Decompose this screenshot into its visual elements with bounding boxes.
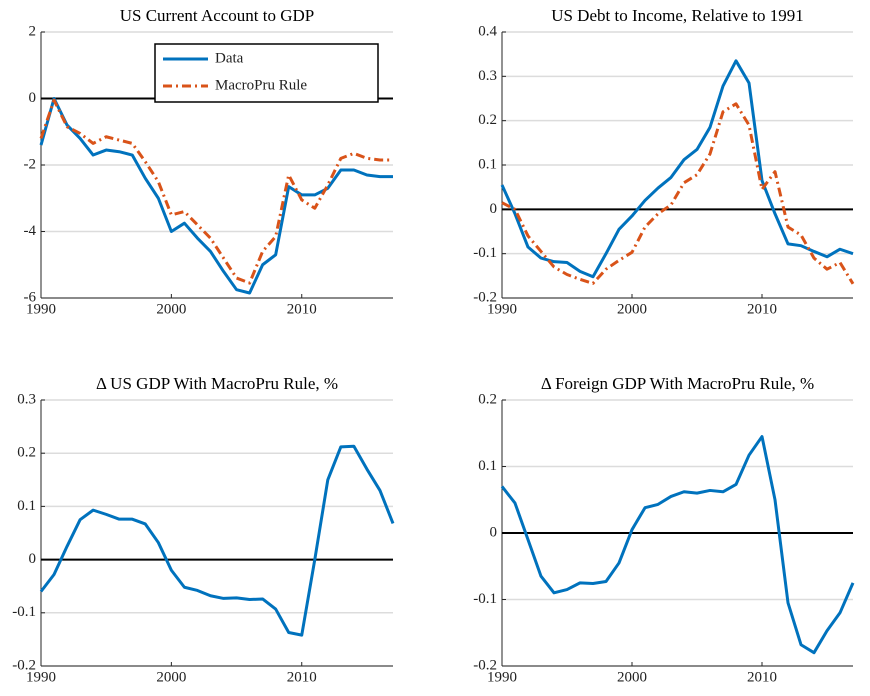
y-tick-label: 0 — [490, 524, 498, 540]
chart-title: Δ US GDP With MacroPru Rule, % — [96, 374, 338, 393]
y-tick-label: -0.1 — [473, 245, 497, 261]
y-tick-label: -0.1 — [473, 591, 497, 607]
data-line — [500, 59, 854, 279]
chart-title: US Current Account to GDP — [120, 6, 315, 25]
y-tick-label: 0.1 — [17, 498, 36, 514]
legend-label: Data — [215, 50, 244, 66]
legend-box — [154, 43, 379, 103]
x-tick-label: 2000 — [156, 669, 186, 685]
x-tick-label: 2000 — [617, 669, 647, 685]
y-tick-label: 0 — [490, 201, 498, 217]
y-tick-label: 0.2 — [17, 445, 36, 461]
legend-label: MacroPru Rule — [215, 77, 307, 93]
y-tick-label: -4 — [24, 223, 37, 239]
y-tick-label: -2 — [24, 156, 37, 172]
y-tick-label: -0.2 — [12, 657, 36, 673]
x-tick-label: 2010 — [747, 301, 777, 317]
chart-title: US Debt to Income, Relative to 1991 — [551, 6, 804, 25]
y-tick-label: 0.1 — [478, 156, 497, 172]
data-line — [500, 435, 855, 655]
y-tick-label: 0.3 — [478, 68, 497, 84]
chart-title: Δ Foreign GDP With MacroPru Rule, % — [541, 374, 814, 393]
x-tick-label: 1990 — [26, 301, 56, 317]
x-tick-label: 1990 — [487, 301, 517, 317]
data-line — [501, 102, 855, 285]
y-tick-label: 0.2 — [478, 391, 497, 407]
x-tick-label: 1990 — [487, 669, 517, 685]
y-tick-label: -0.2 — [473, 657, 497, 673]
x-tick-label: 2010 — [287, 301, 317, 317]
y-tick-label: 2 — [29, 23, 37, 39]
y-tick-label: -0.1 — [12, 604, 36, 620]
x-tick-label: 2010 — [747, 669, 777, 685]
data-line — [39, 98, 393, 285]
y-tick-label: -0.2 — [473, 289, 497, 305]
y-tick-label: 0.4 — [478, 23, 497, 39]
x-tick-label: 1990 — [26, 669, 56, 685]
y-tick-label: 0 — [29, 90, 37, 106]
y-tick-label: 0.1 — [478, 458, 497, 474]
y-tick-label: 0 — [29, 551, 37, 567]
x-tick-label: 2000 — [617, 301, 647, 317]
y-tick-label: 0.2 — [478, 112, 497, 128]
y-tick-label: 0.3 — [17, 391, 36, 407]
x-tick-label: 2010 — [287, 669, 317, 685]
data-line — [39, 97, 393, 295]
y-tick-label: -6 — [24, 289, 37, 305]
x-tick-label: 2000 — [156, 301, 186, 317]
data-line — [39, 444, 395, 637]
